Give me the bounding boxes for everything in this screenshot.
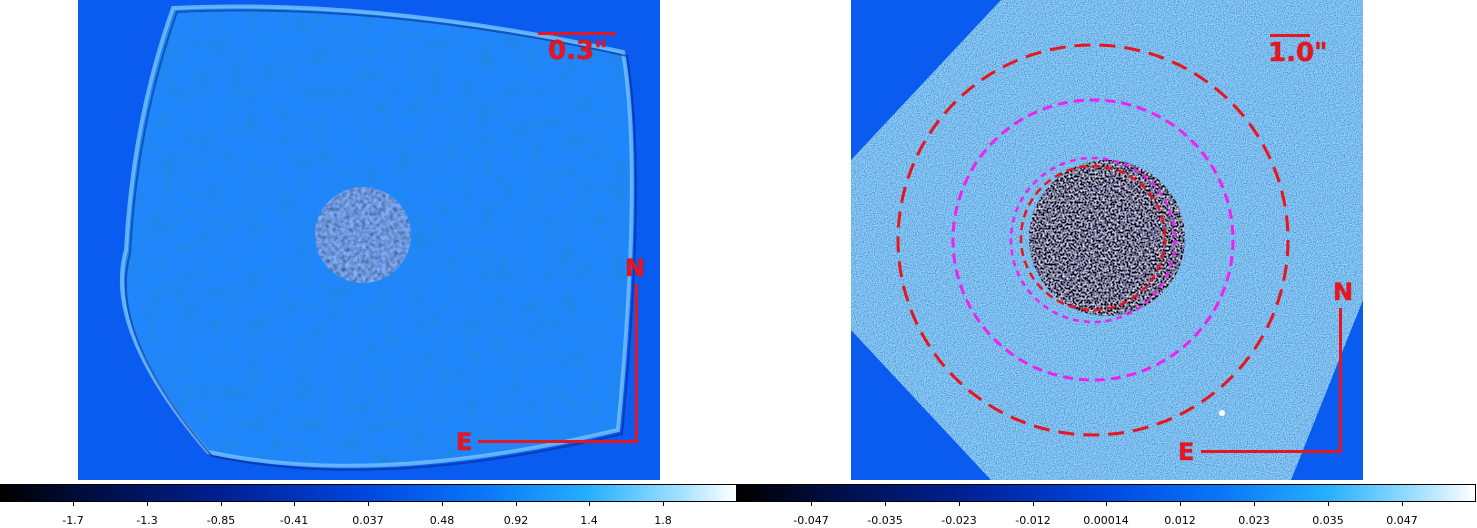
tick xyxy=(1254,502,1255,506)
right-image-panel: 1.0" N E xyxy=(851,0,1363,480)
tick xyxy=(1402,502,1403,506)
tick-label: 0.023 xyxy=(1238,514,1270,527)
tick-label: -0.047 xyxy=(793,514,829,527)
tick-label: 0.00014 xyxy=(1083,514,1129,527)
scale-bar xyxy=(1270,34,1310,37)
left-image-panel: 0.3" N E xyxy=(78,0,660,480)
tick xyxy=(73,502,74,506)
tick-label: 0.035 xyxy=(1312,514,1344,527)
tick-label: 1.8 xyxy=(654,514,672,527)
tick-label: 0.047 xyxy=(1386,514,1418,527)
tick-label: -1.7 xyxy=(62,514,84,527)
right-residual-image xyxy=(851,0,1363,480)
tick xyxy=(959,502,960,506)
tick xyxy=(1180,502,1181,506)
outer-red-ring xyxy=(896,43,1290,437)
tick xyxy=(147,502,148,506)
tick xyxy=(589,502,590,506)
tick-label: 0.012 xyxy=(1164,514,1196,527)
right-colorbar-ticks: -0.047 -0.035 -0.023 -0.012 0.00014 0.01… xyxy=(737,502,1476,528)
tick xyxy=(811,502,812,506)
point-source xyxy=(1219,410,1225,416)
scale-label: 0.3" xyxy=(548,36,608,66)
north-arrow xyxy=(635,284,638,443)
tick-label: 1.4 xyxy=(580,514,598,527)
tick-label: -0.023 xyxy=(941,514,977,527)
tick-label: 0.92 xyxy=(503,514,529,527)
inner-red-ring xyxy=(1019,164,1167,312)
left-colorbar-ticks: -1.7 -1.3 -0.85 -0.41 0.037 0.48 0.92 1.… xyxy=(0,502,737,528)
tick xyxy=(221,502,222,506)
tick xyxy=(442,502,443,506)
tick xyxy=(885,502,886,506)
scale-label: 1.0" xyxy=(1268,38,1328,68)
north-arrow xyxy=(1339,308,1342,453)
tick-label: -0.035 xyxy=(867,514,903,527)
outer-magenta-ring xyxy=(951,98,1235,382)
tick xyxy=(663,502,664,506)
scale-bar xyxy=(538,32,616,35)
east-label: E xyxy=(1178,438,1195,466)
tick xyxy=(1328,502,1329,506)
tick xyxy=(1033,502,1034,506)
tick-label: -1.3 xyxy=(136,514,158,527)
tick xyxy=(516,502,517,506)
left-colorbar xyxy=(0,484,737,502)
tick-label: -0.012 xyxy=(1015,514,1051,527)
tick-label: 0.48 xyxy=(429,514,455,527)
east-arrow xyxy=(478,440,638,443)
left-residual-image xyxy=(78,0,660,480)
north-label: N xyxy=(1333,278,1354,306)
tick xyxy=(294,502,295,506)
east-label: E xyxy=(456,428,473,456)
tick xyxy=(1106,502,1107,506)
north-label: N xyxy=(625,254,646,282)
east-arrow xyxy=(1201,450,1342,453)
right-colorbar xyxy=(737,484,1476,502)
tick xyxy=(368,502,369,506)
tick-label: 0.037 xyxy=(352,514,384,527)
tick-label: -0.85 xyxy=(206,514,236,527)
tick-label: -0.41 xyxy=(279,514,309,527)
inner-magenta-ring xyxy=(1009,156,1177,324)
